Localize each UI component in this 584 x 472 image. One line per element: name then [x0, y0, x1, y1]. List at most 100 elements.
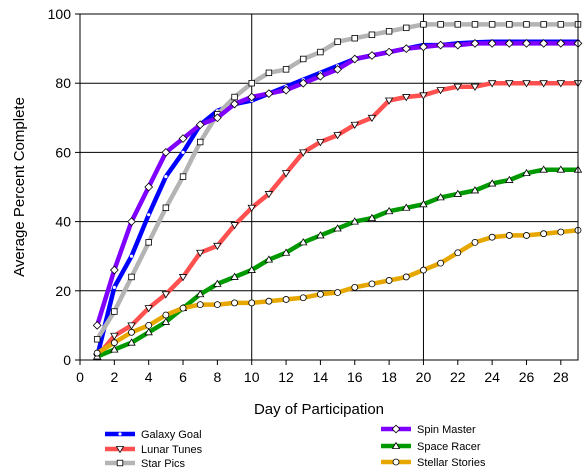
data-point [437, 21, 444, 28]
legend-marker [118, 432, 122, 436]
legend-marker [391, 441, 401, 449]
data-point [488, 233, 496, 241]
data-point [128, 328, 135, 336]
data-point [471, 238, 479, 246]
data-point [299, 294, 307, 302]
data-point [92, 321, 102, 330]
data-point [145, 321, 153, 329]
data-point [247, 204, 256, 213]
data-point [556, 39, 566, 48]
data-point [300, 55, 307, 63]
data-point [350, 54, 360, 64]
series-spin-master [92, 39, 583, 330]
data-point [161, 291, 171, 299]
data-point [127, 338, 136, 346]
y-tick-label: 20 [55, 283, 71, 299]
legend-marker [392, 458, 400, 466]
series-star-pics [93, 21, 582, 343]
data-point [470, 186, 480, 194]
x-tick-label: 26 [519, 369, 535, 385]
legend-entry: Galaxy Goal [105, 429, 202, 441]
data-point [213, 113, 222, 123]
x-tick-label: 6 [179, 369, 187, 385]
data-point [112, 285, 116, 289]
x-tick-label: 18 [381, 369, 397, 385]
data-point [265, 297, 273, 305]
data-point [385, 277, 393, 284]
data-point [488, 21, 496, 28]
data-point [367, 213, 377, 222]
data-point [436, 87, 445, 95]
data-point [351, 283, 359, 291]
data-point [506, 21, 513, 28]
data-point [231, 299, 238, 307]
data-point [144, 182, 154, 192]
legend-label: Spin Master [417, 424, 476, 436]
x-tick-label: 16 [347, 369, 363, 385]
data-point [453, 189, 462, 197]
legend-label: Lunar Tunes [141, 444, 203, 456]
data-point [264, 255, 274, 263]
data-point [403, 24, 410, 32]
x-tick-label: 0 [76, 369, 84, 385]
series-stellar-stories [93, 226, 582, 357]
legend-entry: Space Racer [381, 441, 481, 453]
data-point [539, 165, 548, 173]
data-point [454, 21, 461, 28]
x-tick-label: 14 [313, 369, 329, 385]
data-point [522, 80, 531, 88]
data-point [487, 39, 497, 48]
data-point [196, 289, 205, 298]
data-point [196, 301, 204, 309]
data-point [401, 44, 411, 53]
data-point [161, 148, 171, 157]
data-point [350, 217, 359, 225]
data-point [111, 308, 118, 315]
series-space-racer [92, 165, 583, 360]
data-point [181, 150, 185, 154]
legend-marker [115, 446, 125, 454]
plot-frame [79, 13, 579, 361]
data-point [264, 89, 274, 98]
data-point [281, 248, 291, 256]
data-point [453, 83, 462, 91]
data-point [127, 322, 136, 330]
data-point [317, 48, 324, 56]
data-point [420, 266, 427, 274]
data-point [334, 289, 341, 296]
data-point [197, 138, 204, 146]
legend-entry: Spin Master [381, 424, 476, 436]
legend-marker [391, 424, 401, 434]
data-point [540, 230, 548, 238]
x-tick-label: 20 [416, 369, 432, 385]
data-point [144, 305, 153, 313]
data-point [299, 149, 308, 157]
legend-label: Stellar Stories [417, 457, 486, 469]
data-point [522, 39, 531, 48]
x-axis-title: Day of Participation [254, 401, 384, 418]
data-point [420, 21, 427, 28]
data-point [231, 93, 238, 101]
data-point [470, 83, 480, 91]
data-point [419, 42, 428, 52]
y-tick-label: 80 [55, 75, 71, 91]
data-point [247, 92, 257, 102]
data-point [282, 296, 290, 303]
data-point [385, 28, 393, 35]
data-point [179, 173, 187, 180]
data-point [419, 92, 428, 100]
data-point [178, 134, 188, 143]
x-tick-label: 4 [145, 369, 153, 385]
data-point [419, 200, 428, 208]
data-point [164, 175, 168, 179]
data-point [162, 204, 170, 211]
data-point [453, 40, 463, 50]
data-point [351, 35, 358, 42]
x-tick-label: 10 [244, 369, 260, 385]
data-point [454, 249, 462, 257]
legend-label: Star Pics [141, 458, 186, 470]
legend: Galaxy Goal Lunar Tunes Star Pics Spin Mast… [105, 424, 486, 470]
data-point [505, 175, 514, 183]
data-point [145, 239, 152, 246]
